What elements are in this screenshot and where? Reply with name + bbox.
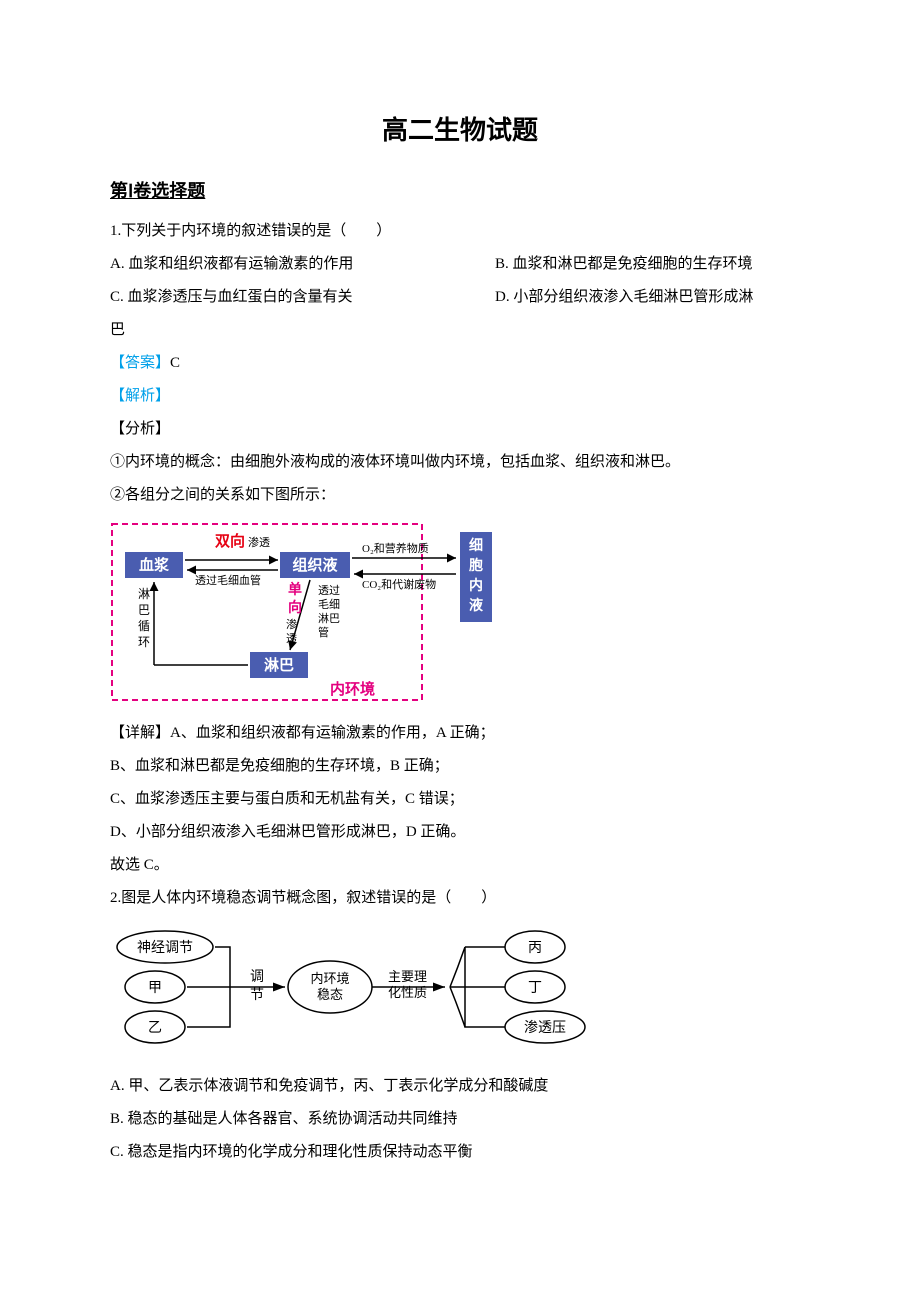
q1-answer-line: 【答案】C <box>110 347 810 380</box>
svg-text:丙: 丙 <box>528 941 542 956</box>
svg-text:细: 细 <box>469 537 483 554</box>
svg-text:淋: 淋 <box>138 587 150 601</box>
svg-text:液: 液 <box>469 597 484 614</box>
svg-text:神经调节: 神经调节 <box>137 940 193 956</box>
q1-answer: C <box>170 355 180 371</box>
svg-text:O₂和营养物质: O₂和营养物质 <box>362 541 429 555</box>
section-header: 第Ⅰ卷选择题 <box>110 177 810 203</box>
svg-text:胞: 胞 <box>468 557 483 574</box>
svg-text:渗: 渗 <box>286 617 297 631</box>
diagram-internal-env: 血浆 组织液 淋巴 细 胞 内 液 双向 渗透 透过毛细血管 <box>110 522 810 707</box>
svg-text:乙: 乙 <box>148 1020 162 1036</box>
svg-text:毛细: 毛细 <box>318 598 340 611</box>
svg-text:血浆: 血浆 <box>139 556 170 574</box>
svg-text:丁: 丁 <box>528 981 542 996</box>
svg-text:渗透压: 渗透压 <box>524 1020 566 1036</box>
svg-text:CO₂和代谢废物: CO₂和代谢废物 <box>362 577 436 591</box>
page-title: 高二生物试题 <box>110 110 810 147</box>
svg-text:双向: 双向 <box>215 532 245 550</box>
q1-opt-c: C. 血浆渗透压与血红蛋白的含量有关 <box>110 281 495 314</box>
q2-stem: 2.图是人体内环境稳态调节概念图，叙述错误的是（ ） <box>110 882 810 915</box>
q1-detail-a: 【详解】A、血浆和组织液都有运输激素的作用，A 正确； <box>110 717 810 750</box>
q2-opt-b: B. 稳态的基础是人体各器官、系统协调活动共同维持 <box>110 1103 810 1136</box>
q1-line2: ②各组分之间的关系如下图所示： <box>110 479 810 512</box>
q1-detail-b: B、血浆和淋巴都是免疫细胞的生存环境，B 正确； <box>110 750 810 783</box>
q1-line1: ①内环境的概念：由细胞外液构成的液体环境叫做内环境，包括血浆、组织液和淋巴。 <box>110 446 810 479</box>
q1-opt-a: A. 血浆和组织液都有运输激素的作用 <box>110 248 495 281</box>
q2-opt-a: A. 甲、乙表示体液调节和免疫调节，丙、丁表示化学成分和酸碱度 <box>110 1070 810 1103</box>
svg-text:管: 管 <box>318 625 329 639</box>
svg-text:单: 单 <box>288 581 302 598</box>
svg-text:组织液: 组织液 <box>292 556 338 574</box>
svg-text:内环境: 内环境 <box>330 680 375 698</box>
svg-text:透: 透 <box>286 632 297 645</box>
svg-text:主要理: 主要理 <box>388 969 427 984</box>
svg-text:淋巴: 淋巴 <box>264 656 294 674</box>
q1-opt-d-cont: 巴 <box>110 314 810 347</box>
svg-text:内环境: 内环境 <box>310 971 349 986</box>
svg-text:透过: 透过 <box>318 584 340 597</box>
analysis-label: 【解析】 <box>110 380 810 413</box>
svg-text:甲: 甲 <box>148 981 162 996</box>
diagram-concept-map: 神经调节 甲 乙 调 节 内环境 稳态 主要理 化性质 <box>110 925 810 1060</box>
svg-text:渗透: 渗透 <box>248 535 270 549</box>
svg-text:化性质: 化性质 <box>388 985 427 1000</box>
svg-text:节: 节 <box>250 987 264 1003</box>
svg-text:向: 向 <box>288 599 302 616</box>
svg-text:透过毛细血管: 透过毛细血管 <box>195 573 261 587</box>
svg-text:环: 环 <box>138 635 150 649</box>
q1-opt-d: D. 小部分组织液渗入毛细淋巴管形成淋 <box>495 281 810 314</box>
q1-conclusion: 故选 C。 <box>110 849 810 882</box>
svg-text:稳态: 稳态 <box>317 987 343 1002</box>
q1-detail-c: C、血浆渗透压主要与蛋白质和无机盐有关，C 错误； <box>110 783 810 816</box>
svg-text:巴: 巴 <box>138 603 150 617</box>
q1-detail-d: D、小部分组织液渗入毛细淋巴管形成淋巴，D 正确。 <box>110 816 810 849</box>
answer-label: 【答案】 <box>110 355 170 371</box>
q2-opt-c: C. 稳态是指内环境的化学成分和理化性质保持动态平衡 <box>110 1136 810 1169</box>
q1-stem: 1.下列关于内环境的叙述错误的是（ ） <box>110 215 810 248</box>
svg-text:内: 内 <box>469 577 483 594</box>
q1-opt-b: B. 血浆和淋巴都是免疫细胞的生存环境 <box>495 248 810 281</box>
svg-text:循: 循 <box>138 619 150 633</box>
q1-fenxi: 【分析】 <box>110 413 810 446</box>
svg-text:淋巴: 淋巴 <box>318 612 340 625</box>
svg-text:调: 调 <box>250 969 264 985</box>
